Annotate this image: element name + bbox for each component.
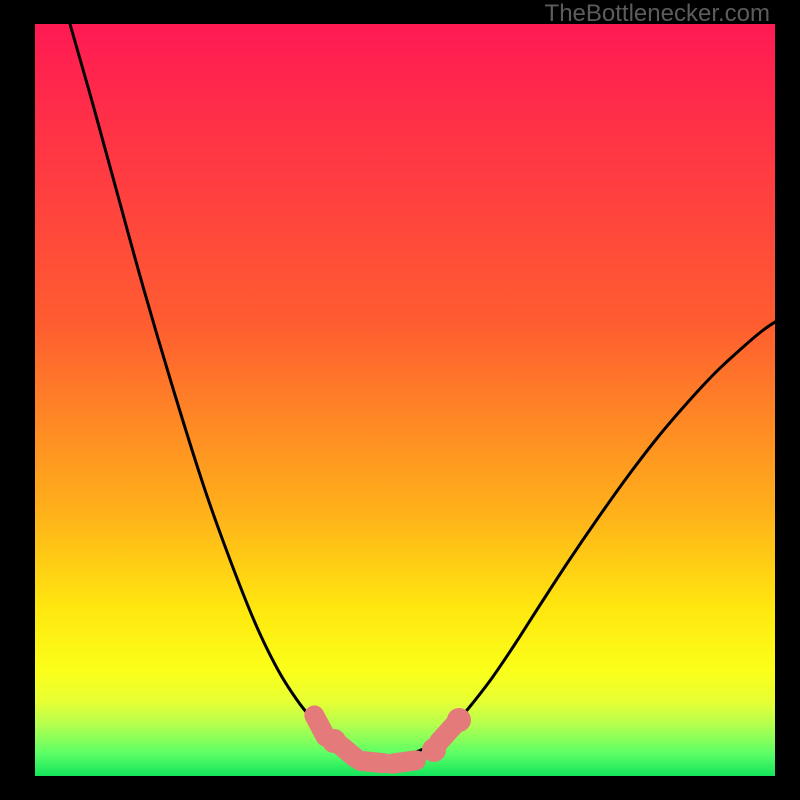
curve-right-branch	[382, 322, 775, 757]
curve-left-branch	[70, 24, 382, 757]
scatter-point	[447, 708, 471, 732]
bottleneck-curve	[0, 0, 800, 800]
chart-frame: TheBottlenecker.com	[0, 0, 800, 800]
